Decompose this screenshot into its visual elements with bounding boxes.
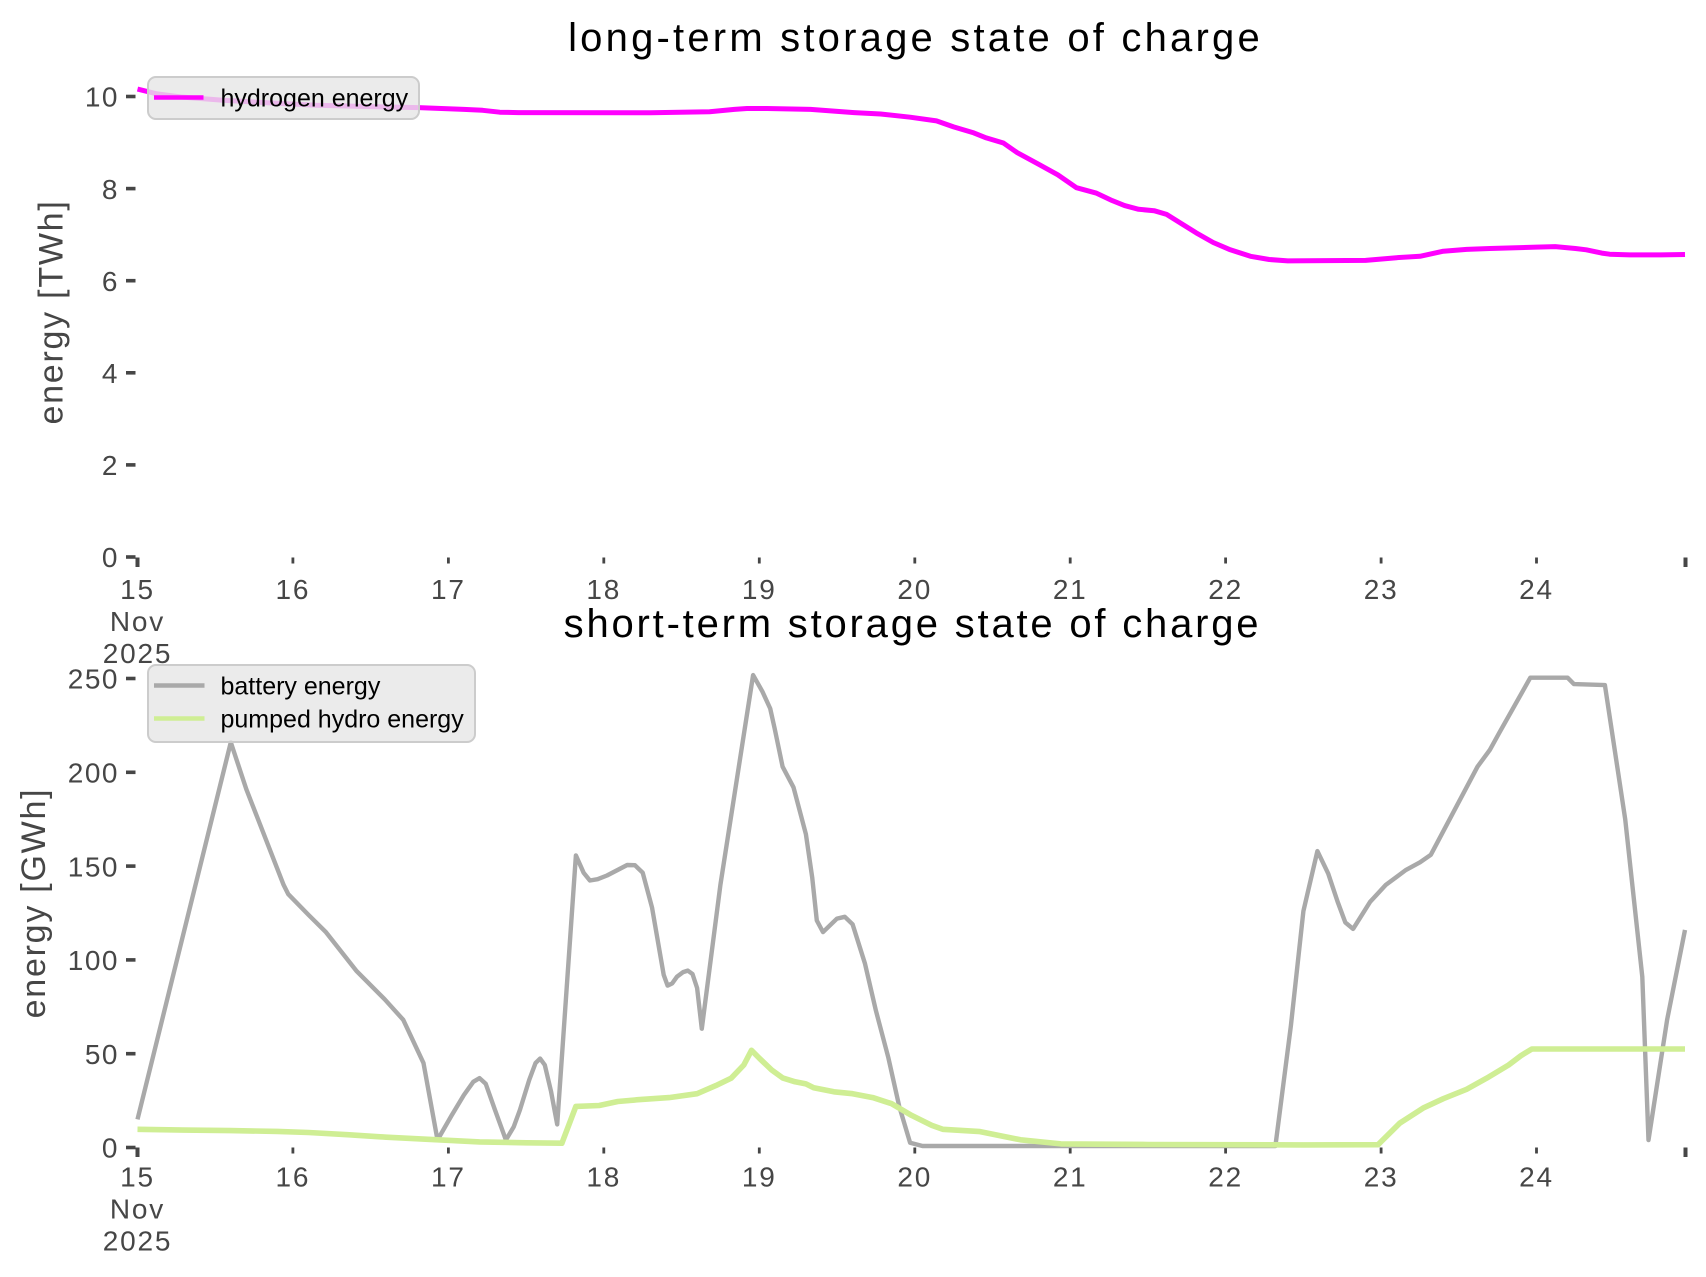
svg-text:energy [TWh]: energy [TWh] [33, 199, 71, 424]
svg-text:16: 16 [276, 1162, 311, 1193]
svg-text:Nov: Nov [110, 606, 165, 637]
svg-text:8: 8 [102, 174, 119, 205]
svg-text:19: 19 [742, 1162, 777, 1193]
svg-text:2025: 2025 [103, 1226, 173, 1257]
svg-text:16: 16 [276, 574, 311, 605]
svg-text:21: 21 [1053, 1162, 1088, 1193]
svg-text:22: 22 [1208, 1162, 1243, 1193]
svg-text:15: 15 [120, 1162, 155, 1193]
svg-text:0: 0 [102, 542, 119, 573]
svg-text:2025: 2025 [103, 638, 173, 669]
svg-text:24: 24 [1519, 574, 1554, 605]
svg-text:19: 19 [742, 574, 777, 605]
svg-text:20: 20 [897, 1162, 932, 1193]
svg-text:24: 24 [1519, 1162, 1554, 1193]
svg-text:50: 50 [85, 1039, 119, 1070]
svg-text:20: 20 [897, 574, 932, 605]
svg-text:17: 17 [431, 1162, 466, 1193]
svg-text:battery energy: battery energy [221, 673, 381, 701]
svg-text:17: 17 [431, 574, 466, 605]
svg-text:2: 2 [102, 450, 119, 481]
svg-text:0: 0 [102, 1133, 119, 1164]
svg-text:21: 21 [1053, 574, 1088, 605]
svg-text:150: 150 [68, 851, 119, 882]
svg-text:hydrogen energy: hydrogen energy [221, 84, 409, 112]
svg-text:15: 15 [120, 574, 155, 605]
svg-text:18: 18 [586, 1162, 621, 1193]
svg-text:long-term storage state of cha: long-term storage state of charge [568, 16, 1263, 60]
svg-text:100: 100 [68, 945, 119, 976]
svg-text:pumped hydro energy: pumped hydro energy [221, 706, 465, 734]
svg-text:Nov: Nov [110, 1194, 165, 1225]
svg-text:energy [GWh]: energy [GWh] [15, 788, 53, 1019]
svg-text:23: 23 [1364, 1162, 1399, 1193]
svg-text:23: 23 [1364, 574, 1399, 605]
svg-text:4: 4 [102, 358, 119, 389]
svg-text:200: 200 [68, 758, 119, 789]
svg-text:6: 6 [102, 266, 119, 297]
svg-text:short-term storage state of ch: short-term storage state of charge [564, 602, 1262, 646]
svg-text:250: 250 [68, 664, 119, 695]
svg-text:10: 10 [85, 82, 119, 113]
svg-text:18: 18 [586, 574, 621, 605]
svg-text:22: 22 [1208, 574, 1243, 605]
